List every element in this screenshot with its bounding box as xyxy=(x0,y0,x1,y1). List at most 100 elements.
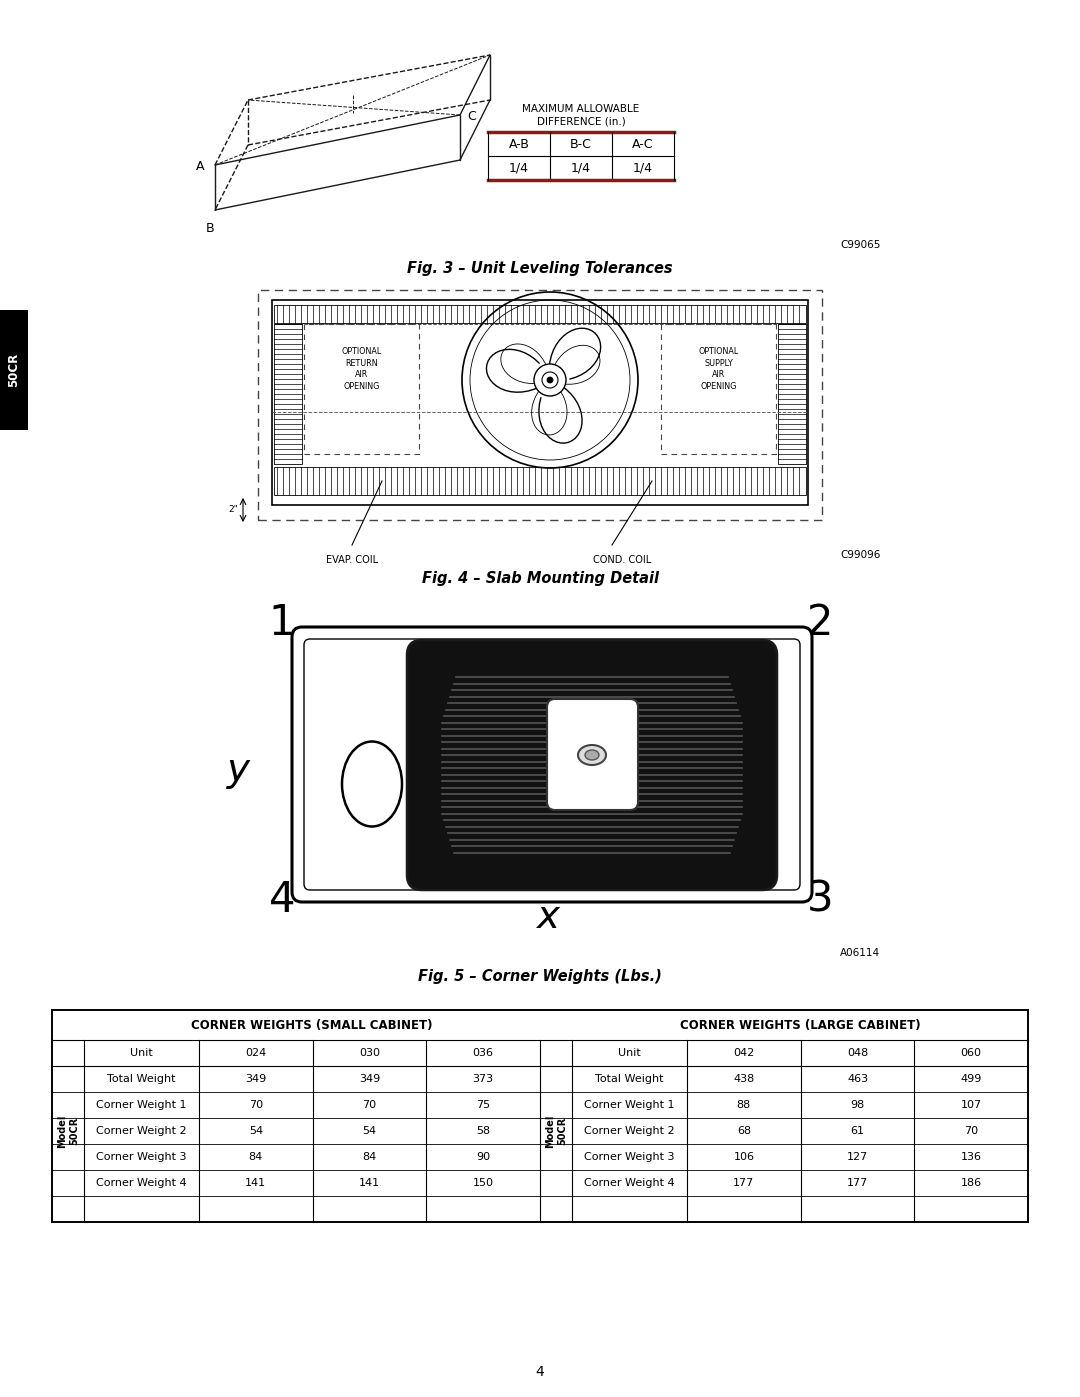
Text: 106: 106 xyxy=(733,1153,754,1162)
Text: Corner Weight 1: Corner Weight 1 xyxy=(96,1099,187,1111)
Text: C99065: C99065 xyxy=(840,240,880,250)
Text: 060: 060 xyxy=(961,1048,982,1058)
Text: 141: 141 xyxy=(359,1178,380,1187)
Text: A06114: A06114 xyxy=(840,949,880,958)
Text: Total Weight: Total Weight xyxy=(595,1074,664,1084)
Text: 107: 107 xyxy=(960,1099,982,1111)
Text: 3: 3 xyxy=(807,879,834,921)
Text: 84: 84 xyxy=(248,1153,262,1162)
Text: C99096: C99096 xyxy=(840,550,880,560)
Text: 186: 186 xyxy=(960,1178,982,1187)
Text: CORNER WEIGHTS (SMALL CABINET): CORNER WEIGHTS (SMALL CABINET) xyxy=(191,1018,433,1031)
Bar xyxy=(0,310,28,430)
Text: 177: 177 xyxy=(733,1178,755,1187)
Text: Corner Weight 3: Corner Weight 3 xyxy=(584,1153,675,1162)
Bar xyxy=(274,467,806,495)
Bar xyxy=(272,300,808,504)
Text: OPTIONAL
SUPPLY
AIR
OPENING: OPTIONAL SUPPLY AIR OPENING xyxy=(699,346,739,391)
Circle shape xyxy=(534,365,566,395)
Text: 1/4: 1/4 xyxy=(633,162,653,175)
FancyBboxPatch shape xyxy=(546,698,638,810)
Text: 463: 463 xyxy=(847,1074,868,1084)
FancyBboxPatch shape xyxy=(292,627,812,902)
FancyBboxPatch shape xyxy=(407,640,777,890)
Text: A-B: A-B xyxy=(509,137,529,151)
Text: 048: 048 xyxy=(847,1048,868,1058)
Bar xyxy=(778,324,806,464)
Text: Corner Weight 4: Corner Weight 4 xyxy=(584,1178,675,1187)
Bar xyxy=(274,324,302,464)
Text: 70: 70 xyxy=(363,1099,377,1111)
Text: 58: 58 xyxy=(476,1126,490,1136)
Text: 61: 61 xyxy=(851,1126,864,1136)
Text: 4: 4 xyxy=(536,1365,544,1379)
Text: Model
50CR: Model 50CR xyxy=(57,1115,79,1148)
Bar xyxy=(661,324,777,454)
Text: 373: 373 xyxy=(473,1074,494,1084)
Bar xyxy=(303,324,419,454)
Text: Corner Weight 4: Corner Weight 4 xyxy=(96,1178,187,1187)
Text: 030: 030 xyxy=(359,1048,380,1058)
Text: DIFFERENCE (in.): DIFFERENCE (in.) xyxy=(537,117,625,127)
Text: 024: 024 xyxy=(245,1048,267,1058)
Text: 349: 349 xyxy=(245,1074,267,1084)
Text: 127: 127 xyxy=(847,1153,868,1162)
Ellipse shape xyxy=(342,742,402,827)
Text: 75: 75 xyxy=(476,1099,490,1111)
Text: B: B xyxy=(205,222,214,235)
Text: B-C: B-C xyxy=(570,137,592,151)
Text: 2": 2" xyxy=(228,506,238,514)
Text: 1/4: 1/4 xyxy=(509,162,529,175)
Text: 349: 349 xyxy=(359,1074,380,1084)
Text: 54: 54 xyxy=(363,1126,377,1136)
Text: Corner Weight 2: Corner Weight 2 xyxy=(96,1126,187,1136)
Text: 90: 90 xyxy=(476,1153,490,1162)
Text: Model
50CR: Model 50CR xyxy=(544,1115,567,1148)
Text: 98: 98 xyxy=(850,1099,865,1111)
Text: 036: 036 xyxy=(473,1048,494,1058)
FancyBboxPatch shape xyxy=(303,638,800,890)
Bar xyxy=(52,1010,1028,1222)
Bar xyxy=(274,305,806,323)
Text: EVAP. COIL: EVAP. COIL xyxy=(326,555,378,564)
Text: A: A xyxy=(195,161,204,173)
Text: Unit: Unit xyxy=(618,1048,640,1058)
Ellipse shape xyxy=(585,750,599,760)
Text: 70: 70 xyxy=(248,1099,262,1111)
Text: 1/4: 1/4 xyxy=(571,162,591,175)
Text: COND. COIL: COND. COIL xyxy=(593,555,651,564)
Text: Corner Weight 1: Corner Weight 1 xyxy=(584,1099,675,1111)
Text: OPTIONAL
RETURN
AIR
OPENING: OPTIONAL RETURN AIR OPENING xyxy=(341,346,381,391)
Text: 68: 68 xyxy=(737,1126,751,1136)
Text: 499: 499 xyxy=(960,1074,982,1084)
Bar xyxy=(258,291,822,520)
Text: 2: 2 xyxy=(807,602,833,644)
Text: 177: 177 xyxy=(847,1178,868,1187)
Text: C: C xyxy=(468,110,476,123)
Text: A-C: A-C xyxy=(632,137,653,151)
Text: Total Weight: Total Weight xyxy=(107,1074,176,1084)
Text: 136: 136 xyxy=(961,1153,982,1162)
Text: 70: 70 xyxy=(964,1126,978,1136)
Text: 4: 4 xyxy=(269,879,295,921)
Text: Corner Weight 2: Corner Weight 2 xyxy=(584,1126,675,1136)
Text: 50CR: 50CR xyxy=(8,353,21,387)
Text: Fig. 3 – Unit Leveling Tolerances: Fig. 3 – Unit Leveling Tolerances xyxy=(407,260,673,275)
Text: CORNER WEIGHTS (LARGE CABINET): CORNER WEIGHTS (LARGE CABINET) xyxy=(679,1018,920,1031)
Text: 88: 88 xyxy=(737,1099,751,1111)
Text: Fig. 4 – Slab Mounting Detail: Fig. 4 – Slab Mounting Detail xyxy=(421,570,659,585)
Text: 1: 1 xyxy=(269,602,295,644)
Text: 438: 438 xyxy=(733,1074,755,1084)
Text: 150: 150 xyxy=(473,1178,494,1187)
Circle shape xyxy=(546,377,553,383)
Text: y: y xyxy=(227,752,249,789)
Text: MAXIMUM ALLOWABLE: MAXIMUM ALLOWABLE xyxy=(523,103,639,115)
Text: 141: 141 xyxy=(245,1178,267,1187)
Text: Fig. 5 – Corner Weights (Lbs.): Fig. 5 – Corner Weights (Lbs.) xyxy=(418,970,662,985)
Text: 54: 54 xyxy=(248,1126,262,1136)
Text: 042: 042 xyxy=(733,1048,755,1058)
Text: Unit: Unit xyxy=(130,1048,153,1058)
Text: Corner Weight 3: Corner Weight 3 xyxy=(96,1153,187,1162)
Text: 84: 84 xyxy=(363,1153,377,1162)
Text: x: x xyxy=(537,898,559,936)
